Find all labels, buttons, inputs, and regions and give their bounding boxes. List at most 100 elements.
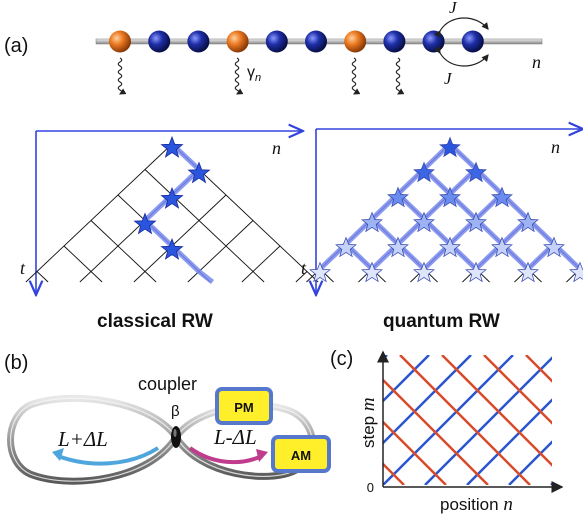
decay-arrow xyxy=(234,57,244,95)
chain xyxy=(95,30,543,53)
classical-n-label: n xyxy=(272,138,281,158)
panel-b-label: (b) xyxy=(4,352,28,374)
walker-star xyxy=(439,236,461,258)
lattice-line xyxy=(295,271,308,283)
left-moving-line xyxy=(383,378,489,485)
am-box: AM xyxy=(271,435,331,473)
right-moving-line xyxy=(383,355,430,403)
walker-star xyxy=(413,211,435,233)
walker-star xyxy=(160,135,184,158)
decay-arrow xyxy=(395,57,405,95)
walker-star xyxy=(413,161,435,183)
quantum-grid xyxy=(306,143,583,283)
decay-label: γn xyxy=(247,64,261,84)
walker-star xyxy=(413,261,435,283)
right-loop-arrow xyxy=(188,446,263,465)
coupling-top-label: J xyxy=(449,0,458,17)
lattice-line xyxy=(36,271,49,283)
walker-star xyxy=(465,161,487,183)
left-loop-arrow xyxy=(57,446,160,466)
right-moving-line xyxy=(550,482,552,485)
walker-star xyxy=(133,212,157,235)
beta-label: β xyxy=(171,403,180,420)
walker-star xyxy=(361,211,383,233)
lattice-line xyxy=(133,194,227,283)
walker-star xyxy=(160,186,184,209)
walker-star xyxy=(361,261,383,283)
walker-star xyxy=(439,186,461,208)
walker-star xyxy=(309,261,331,283)
walker-star xyxy=(491,186,513,208)
am-label: AM xyxy=(291,448,311,463)
panel-a-label: (a) xyxy=(4,35,28,57)
right-loop-label: L-ΔL xyxy=(213,425,257,449)
lossless-site xyxy=(461,30,484,53)
lossy-site xyxy=(344,30,367,53)
left-moving-line xyxy=(399,355,531,485)
origin-label: 0 xyxy=(367,480,374,495)
walker-star xyxy=(387,186,409,208)
decay-arrow xyxy=(117,57,127,95)
walker-star xyxy=(160,237,184,260)
lattice-line xyxy=(63,245,103,283)
walker-star xyxy=(187,161,211,184)
right-moving-line xyxy=(383,355,472,445)
right-moving-line xyxy=(383,355,514,485)
lattice-line xyxy=(144,169,265,283)
quantum-rw-diagram: n t quantum RW xyxy=(301,129,583,332)
classical-rw-diagram: n t classical RW xyxy=(20,131,319,332)
left-moving-line xyxy=(525,355,552,383)
left-loop-label: L+ΔL xyxy=(57,427,108,451)
classical-path xyxy=(142,142,215,284)
walker-star xyxy=(335,236,357,258)
quantum-title: quantum RW xyxy=(383,311,500,332)
walker-star xyxy=(569,261,583,283)
decay-arrow xyxy=(351,57,361,95)
quantum-n-label: n xyxy=(551,137,560,157)
pm-box: PM xyxy=(215,387,273,425)
walker-star xyxy=(439,136,461,158)
decay-arrows xyxy=(117,57,405,95)
classical-t-label: t xyxy=(20,258,26,278)
walker-star xyxy=(517,211,539,233)
walker-star xyxy=(491,236,513,258)
hopping-arrow-bottom xyxy=(433,46,489,67)
step-axis-label: step m xyxy=(358,397,379,448)
lattice-line xyxy=(241,245,281,283)
classical-grid xyxy=(25,143,319,283)
lossless-site xyxy=(148,30,171,53)
quantum-t-label: t xyxy=(301,258,307,278)
classical-stars xyxy=(133,135,211,260)
quantum-stars xyxy=(309,136,583,283)
position-axis-label: position n xyxy=(440,494,513,515)
lossless-site xyxy=(422,30,445,53)
left-moving-line xyxy=(22,355,152,485)
coupling-bottom-label: J xyxy=(444,69,453,88)
lossless-site xyxy=(265,30,288,53)
step-position-lattice xyxy=(22,355,552,485)
lossless-site xyxy=(305,30,327,53)
panel-c-label: (c) xyxy=(330,348,353,370)
lossless-site xyxy=(187,30,210,53)
lattice-line xyxy=(90,220,157,283)
walker-star xyxy=(465,211,487,233)
walker-star xyxy=(543,236,565,258)
left-moving-line xyxy=(441,355,552,467)
lossy-site xyxy=(109,30,131,53)
coupler-label: coupler xyxy=(138,374,197,394)
walker-star xyxy=(465,261,487,283)
right-moving-line xyxy=(508,440,552,485)
pm-label: PM xyxy=(234,400,254,415)
right-moving-line xyxy=(466,398,552,485)
lossless-site xyxy=(383,30,406,53)
right-moving-line xyxy=(424,356,552,485)
walker-star xyxy=(387,236,409,258)
lattice-line xyxy=(25,143,173,283)
site-index-label: n xyxy=(532,52,541,72)
classical-title: classical RW xyxy=(97,311,213,332)
walker-star xyxy=(517,261,539,283)
coupler-element xyxy=(171,426,181,448)
left-moving-line xyxy=(383,420,447,485)
hopping-arrow-top xyxy=(433,17,489,38)
